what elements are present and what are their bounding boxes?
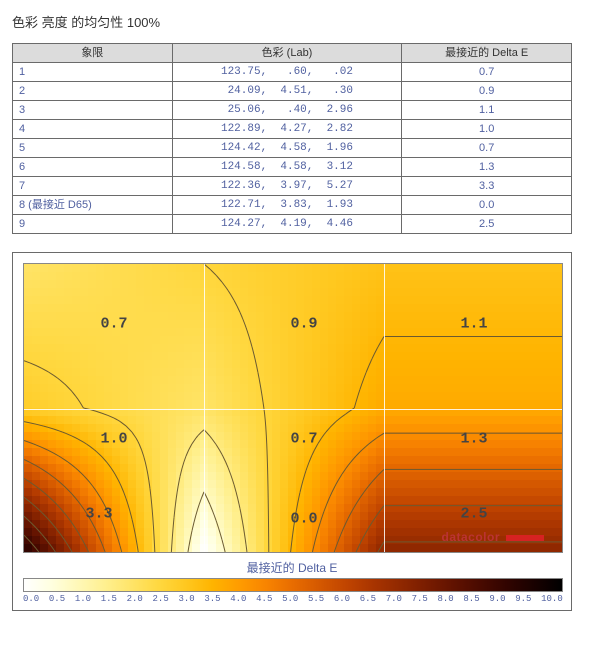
cell-lab: 24.09, 4.51, .30 <box>172 82 402 101</box>
legend-tick: 4.0 <box>230 594 246 604</box>
cell-quadrant: 3 <box>13 101 173 120</box>
legend-tick: 8.0 <box>438 594 454 604</box>
col-quadrant: 象限 <box>13 44 173 63</box>
table-row: 8 (最接近 D65)122.71, 3.83, 1.930.0 <box>13 196 572 215</box>
legend-colorbar <box>23 578 563 592</box>
plot-area: 0.7 0.9 1.1 1.0 0.7 1.3 3.3 0.0 2.5 datacolor <box>23 263 563 553</box>
cell-quadrant: 6 <box>13 158 173 177</box>
cell-value-label: 0.7 <box>290 431 317 448</box>
cell-quadrant: 8 (最接近 D65) <box>13 196 173 215</box>
table-row: 6124.58, 4.58, 3.121.3 <box>13 158 572 177</box>
table-row: 2 24.09, 4.51, .300.9 <box>13 82 572 101</box>
legend-title: 最接近的 Delta E <box>23 559 561 576</box>
cell-lab: 25.06, .40, 2.96 <box>172 101 402 120</box>
table-row: 1123.75, .60, .020.7 <box>13 63 572 82</box>
cell-delta: 2.5 <box>402 215 572 234</box>
legend-tick: 9.0 <box>489 594 505 604</box>
table-row: 5124.42, 4.58, 1.960.7 <box>13 139 572 158</box>
legend-tick: 1.5 <box>101 594 117 604</box>
col-delta: 最接近的 Delta E <box>402 44 572 63</box>
cell-delta: 0.9 <box>402 82 572 101</box>
cell-value-label: 0.9 <box>290 316 317 333</box>
legend-tick: 5.0 <box>282 594 298 604</box>
cell-quadrant: 2 <box>13 82 173 101</box>
cell-value-label: 0.7 <box>100 316 127 333</box>
col-lab: 色彩 (Lab) <box>172 44 402 63</box>
table-row: 4122.89, 4.27, 2.821.0 <box>13 120 572 139</box>
cell-delta: 3.3 <box>402 177 572 196</box>
cell-lab: 124.58, 4.58, 3.12 <box>172 158 402 177</box>
table-row: 3 25.06, .40, 2.961.1 <box>13 101 572 120</box>
legend-ticks: 0.0 0.5 1.0 1.5 2.0 2.5 3.0 3.5 4.0 4.5 5.0 5.5 6.0 6… <box>23 594 563 604</box>
cell-quadrant: 9 <box>13 215 173 234</box>
cell-delta: 1.3 <box>402 158 572 177</box>
legend-tick: 6.0 <box>334 594 350 604</box>
legend-tick: 6.5 <box>360 594 376 604</box>
legend-tick: 0.0 <box>23 594 39 604</box>
cell-value-label: 1.0 <box>100 431 127 448</box>
cell-lab: 123.75, .60, .02 <box>172 63 402 82</box>
legend-tick: 9.5 <box>515 594 531 604</box>
cell-value-label: 2.5 <box>460 506 487 523</box>
cell-quadrant: 4 <box>13 120 173 139</box>
cell-delta: 0.7 <box>402 139 572 158</box>
legend-tick: 7.0 <box>386 594 402 604</box>
table-row: 9124.27, 4.19, 4.462.5 <box>13 215 572 234</box>
uniformity-chart: 0.7 0.9 1.1 1.0 0.7 1.3 3.3 0.0 2.5 datacolor 最接… <box>12 252 572 611</box>
cell-quadrant: 7 <box>13 177 173 196</box>
cell-value-label: 1.1 <box>460 316 487 333</box>
legend-tick: 3.5 <box>204 594 220 604</box>
legend-tick: 2.0 <box>127 594 143 604</box>
cell-lab: 122.71, 3.83, 1.93 <box>172 196 402 215</box>
cell-value-label: 1.3 <box>460 431 487 448</box>
cell-value-label: 3.3 <box>85 506 112 523</box>
legend-tick: 2.5 <box>153 594 169 604</box>
page-title: 色彩 亮度 的均匀性 100% <box>12 12 579 31</box>
cell-lab: 122.89, 4.27, 2.82 <box>172 120 402 139</box>
legend-tick: 5.5 <box>308 594 324 604</box>
cell-lab: 122.36, 3.97, 5.27 <box>172 177 402 196</box>
cell-lab: 124.27, 4.19, 4.46 <box>172 215 402 234</box>
legend-tick: 0.5 <box>49 594 65 604</box>
cell-delta: 1.1 <box>402 101 572 120</box>
cell-delta: 0.0 <box>402 196 572 215</box>
cell-value-label: 0.0 <box>290 511 317 528</box>
uniformity-table: 象限 色彩 (Lab) 最接近的 Delta E 1123.75, .60, .… <box>12 43 572 234</box>
legend-tick: 4.5 <box>256 594 272 604</box>
cell-delta: 1.0 <box>402 120 572 139</box>
cell-lab: 124.42, 4.58, 1.96 <box>172 139 402 158</box>
legend-tick: 7.5 <box>412 594 428 604</box>
legend-tick: 10.0 <box>541 594 563 604</box>
table-row: 7122.36, 3.97, 5.273.3 <box>13 177 572 196</box>
cell-quadrant: 5 <box>13 139 173 158</box>
legend-tick: 3.0 <box>178 594 194 604</box>
legend-tick: 1.0 <box>75 594 91 604</box>
cell-delta: 0.7 <box>402 63 572 82</box>
cell-quadrant: 1 <box>13 63 173 82</box>
watermark: datacolor <box>441 530 544 544</box>
legend-tick: 8.5 <box>463 594 479 604</box>
